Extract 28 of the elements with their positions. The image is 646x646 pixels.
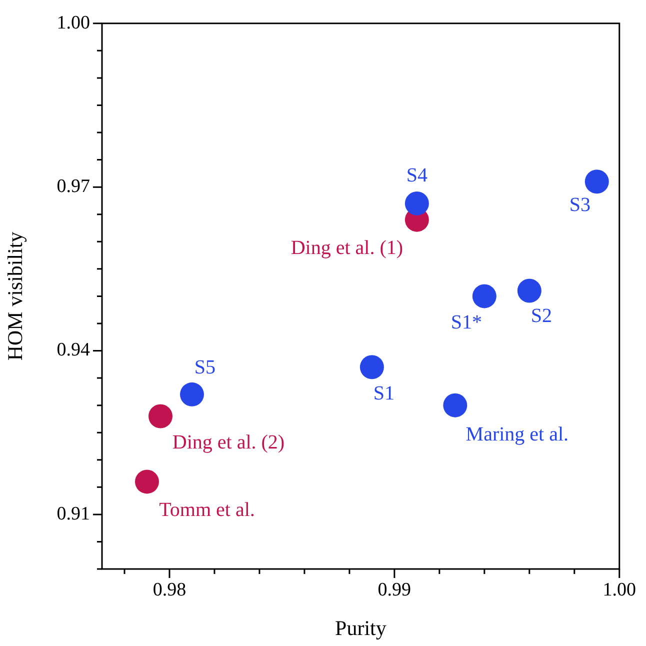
annotation: Ding et al. (2) — [172, 431, 285, 454]
annotation: Tomm et al. — [159, 498, 255, 521]
point — [134, 470, 159, 494]
x-axis-title: Purity — [335, 616, 387, 640]
y-tick-label: 0.94 — [56, 340, 90, 361]
annotation: S4 — [406, 164, 428, 187]
point — [517, 278, 542, 303]
point — [360, 355, 384, 380]
annotation: S5 — [194, 356, 216, 379]
point — [443, 393, 468, 418]
annotation: S3 — [569, 194, 590, 216]
y-axis-title: HOM visibility — [3, 231, 28, 361]
annotation: Ding et al. (1) — [290, 237, 404, 260]
point — [180, 382, 204, 406]
point — [472, 284, 496, 308]
annotation: S1 — [373, 382, 394, 404]
point — [584, 170, 609, 194]
point — [148, 404, 172, 428]
y-tick-label: 1.00 — [56, 12, 90, 34]
x-tick-label: 0.99 — [378, 579, 412, 600]
annotation: S2 — [530, 304, 552, 327]
x-tick-label: 0.98 — [152, 579, 186, 600]
y-tick-label: 0.91 — [56, 503, 90, 524]
y-tick-label: 0.97 — [56, 176, 90, 198]
annotation: Maring et al. — [466, 424, 569, 446]
x-tick-label: 1.00 — [602, 579, 636, 600]
annotation: S1* — [450, 311, 482, 334]
point — [404, 191, 429, 216]
